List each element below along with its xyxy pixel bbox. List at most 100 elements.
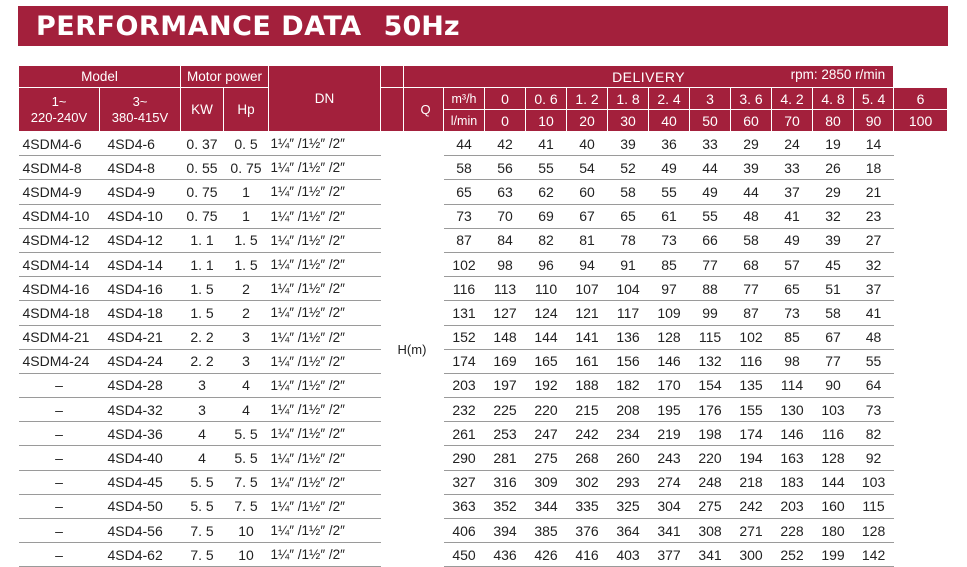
flow-m3h-cell: 5. 4	[852, 87, 895, 110]
header-row-1: Model Motor power DN DELIVERY rpm: 2850 …	[18, 65, 948, 132]
head-value-cell: 23	[853, 204, 894, 229]
head-value-cell: 48	[730, 204, 772, 229]
head-value-cell: 32	[812, 204, 854, 229]
head-value-cell: 416	[566, 542, 608, 567]
head-value-cell: 41	[771, 204, 813, 229]
single-phase-model-cell: –	[18, 470, 100, 495]
hp-cell: 0. 5	[223, 131, 269, 157]
head-value-cell: 136	[607, 325, 649, 350]
hp-cell: 2	[223, 276, 269, 302]
hp-cell: 10	[223, 542, 269, 567]
model-header: Model	[18, 65, 181, 88]
dn-cell: 1¼″ /1½″ /2″	[268, 252, 381, 278]
single-phase-model-cell: –	[18, 421, 100, 447]
head-value-cell: 403	[607, 542, 649, 567]
kw-cell: 0. 75	[180, 179, 224, 205]
flow-m3h-cell: 3. 6	[730, 87, 772, 110]
head-value-cell: 199	[812, 542, 854, 567]
table-row: –4SD4-28 3 4 1¼″ /1½″ /2″ 203 197 192 188 182 170…	[18, 373, 948, 399]
hp-cell: 1. 5	[223, 252, 269, 278]
hp-cell: 4	[223, 373, 269, 399]
head-value-cell: 344	[525, 494, 567, 520]
head-value-cell: 174	[730, 421, 772, 447]
head-value-cell: 218	[730, 470, 772, 495]
head-value-cell: 115	[853, 494, 894, 520]
head-value-cell: 44	[443, 131, 485, 157]
head-value-cell: 29	[812, 179, 854, 205]
flow-m3h-cell: 0	[484, 87, 526, 110]
head-value-cell: 98	[484, 252, 526, 278]
head-value-cell: 352	[484, 494, 526, 520]
head-value-cell: 98	[771, 349, 813, 374]
head-value-cell: 220	[525, 397, 567, 423]
head-value-cell: 113	[484, 276, 526, 302]
flow-m3h-cell: 4. 8	[812, 87, 854, 110]
table-row: –4SD4-56 7. 5 10 1¼″ /1½″ /2″ 406 394 385 376 36…	[18, 518, 948, 544]
flow-lmin-cell: 40	[648, 109, 690, 132]
table-row: 4SDM4-14 4SD4-14 1. 1 1. 5 1¼″ /1½″ /2″ 102 98…	[18, 252, 948, 278]
table-row: 4SDM4-6 4SD4-6 0. 37 0. 5 1¼″ /1½″ /2″ H(m) 44…	[18, 131, 948, 357]
head-value-cell: 77	[689, 252, 731, 278]
dn-cell: 1¼″ /1½″ /2″	[268, 397, 381, 423]
head-value-cell: 304	[648, 494, 690, 520]
flow-m3h-cell: 6	[893, 87, 948, 110]
head-value-cell: 252	[771, 542, 813, 567]
head-value-cell: 19	[812, 131, 854, 157]
dn-cell: 1¼″ /1½″ /2″	[268, 131, 381, 157]
flow-m3h-cell: 1. 2	[566, 87, 608, 110]
head-value-cell: 90	[812, 373, 854, 399]
flow-m3h-cell: 4. 2	[771, 87, 813, 110]
head-value-cell: 385	[525, 518, 567, 544]
three-phase-model-cell: 4SD4-6	[99, 131, 181, 157]
head-value-cell: 82	[525, 228, 567, 253]
head-value-cell: 87	[443, 228, 485, 253]
head-value-cell: 92	[853, 445, 894, 471]
dn-cell: 1¼″ /1½″ /2″	[268, 325, 381, 350]
title-banner: PERFORMANCE DATA 50Hz	[18, 6, 948, 46]
kw-cell: 2. 2	[180, 349, 224, 374]
m3h-unit: m³/h	[443, 87, 485, 110]
head-value-cell: 406	[443, 518, 485, 544]
head-value-cell: 377	[648, 542, 690, 567]
kw-cell: 1. 1	[180, 228, 224, 253]
table-row: 4SDM4-8 4SD4-8 0. 55 0. 75 1¼″ /1½″ /2″ 58 56 5…	[18, 155, 948, 181]
kw-cell: 2. 2	[180, 325, 224, 350]
dn-cell: 1¼″ /1½″ /2″	[268, 373, 381, 399]
dn-cell: 1¼″ /1½″ /2″	[268, 470, 381, 495]
head-value-cell: 169	[484, 349, 526, 374]
head-value-cell: 99	[689, 300, 731, 326]
kw-cell: 3	[180, 373, 224, 399]
head-value-cell: 77	[812, 349, 854, 374]
head-value-cell: 60	[566, 179, 608, 205]
head-value-cell: 87	[730, 300, 772, 326]
three-phase-voltage: 380-415V	[111, 109, 169, 125]
head-value-cell: 29	[730, 131, 772, 157]
head-value-cell: 180	[812, 518, 854, 544]
head-value-cell: 144	[812, 470, 854, 495]
dn-cell: 1¼″ /1½″ /2″	[268, 494, 381, 520]
single-phase-model-cell: –	[18, 494, 100, 520]
lmin-unit: l/min	[443, 109, 485, 132]
head-value-cell: 228	[771, 518, 813, 544]
single-phase-symbol: 1~	[51, 93, 67, 109]
dn-cell: 1¼″ /1½″ /2″	[268, 228, 381, 253]
head-value-cell: 55	[689, 204, 731, 229]
head-value-cell: 128	[812, 445, 854, 471]
kw-cell: 4	[180, 421, 224, 447]
head-value-cell: 21	[853, 179, 894, 205]
hp-cell: 7. 5	[223, 470, 269, 495]
head-value-cell: 394	[484, 518, 526, 544]
head-value-cell: 183	[771, 470, 813, 495]
three-phase-model-cell: 4SD4-10	[99, 204, 181, 229]
flow-lmin-cell: 70	[771, 109, 813, 132]
head-value-cell: 73	[853, 397, 894, 423]
head-value-cell: 44	[689, 155, 731, 181]
head-value-cell: 436	[484, 542, 526, 567]
head-value-cell: 130	[771, 397, 813, 423]
head-value-cell: 73	[771, 300, 813, 326]
single-phase-model-cell: –	[18, 397, 100, 423]
kw-cell: 4	[180, 445, 224, 471]
head-value-cell: 41	[853, 300, 894, 326]
head-value-cell: 155	[730, 397, 772, 423]
head-value-cell: 316	[484, 470, 526, 495]
